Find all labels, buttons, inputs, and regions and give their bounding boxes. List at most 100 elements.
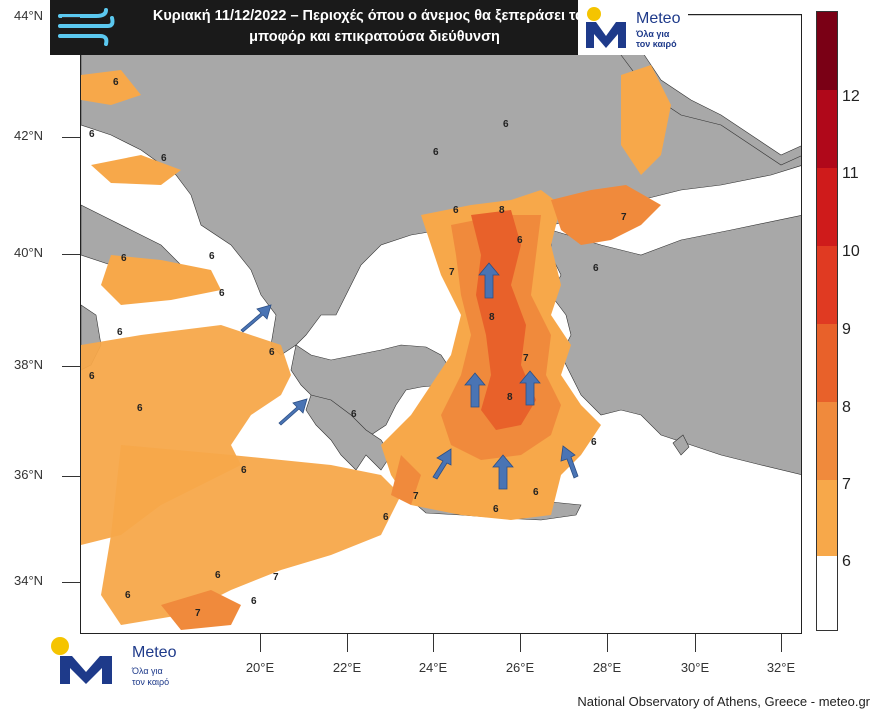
lat-label: 44°N bbox=[14, 8, 44, 23]
lon-label: 22°E bbox=[332, 660, 362, 675]
wind-arrow bbox=[278, 398, 308, 426]
contour-label: 7 bbox=[621, 212, 627, 223]
colorbar-label: 7 bbox=[842, 476, 851, 493]
peloponnese bbox=[305, 394, 392, 471]
contour-label: 7 bbox=[273, 572, 279, 583]
wind-zone-crete-south bbox=[391, 455, 421, 505]
lon-tick bbox=[781, 634, 782, 652]
meteo-logo: Meteo Όλα για τον καιρό bbox=[578, 0, 688, 55]
rhodes bbox=[672, 434, 690, 456]
lon-label: 28°E bbox=[592, 660, 622, 675]
wind-zone-adriatic bbox=[91, 155, 181, 185]
contour-label: 8 bbox=[499, 205, 505, 216]
contour-label: 6 bbox=[161, 153, 167, 164]
contour-label: 6 bbox=[383, 512, 389, 523]
wind-arrows bbox=[240, 262, 579, 490]
colorbar-label: 11 bbox=[842, 165, 859, 182]
contour-label: 6 bbox=[533, 487, 539, 498]
wind-zone-italy bbox=[101, 255, 221, 305]
colorbar-label: 10 bbox=[842, 243, 860, 260]
map-panel: 6 6 6 6 6 6 6 6 6 6 6 6 6 7 7 6 6 6 6 8 … bbox=[80, 14, 802, 634]
wind-arrow bbox=[432, 448, 452, 480]
contour-label: 6 bbox=[219, 288, 225, 299]
colorbar-segment-12plus bbox=[817, 12, 837, 90]
lon-tick bbox=[260, 634, 261, 652]
contour-label: 8 bbox=[507, 392, 513, 403]
lon-label: 30°E bbox=[680, 660, 710, 675]
contour-label: 6 bbox=[453, 205, 459, 216]
lon-label: 24°E bbox=[418, 660, 448, 675]
lat-tick bbox=[62, 254, 80, 255]
meteo-logo-bottom: Meteo Όλα για τον καιρό bbox=[48, 632, 198, 692]
attribution-text: National Observatory of Athens, Greece -… bbox=[577, 694, 870, 709]
colorbar-segment-11-12 bbox=[817, 90, 837, 168]
wind-arrow bbox=[492, 454, 514, 490]
lon-tick bbox=[607, 634, 608, 652]
meteo-logo-name: Meteo bbox=[132, 644, 177, 661]
lon-tick bbox=[433, 634, 434, 652]
meteo-logo-name: Meteo bbox=[636, 10, 681, 27]
lon-tick bbox=[695, 634, 696, 652]
colorbar-segment-6-7 bbox=[817, 480, 837, 556]
contour-label: 6 bbox=[113, 77, 119, 88]
wind-icon bbox=[58, 8, 115, 46]
contour-label: 7 bbox=[449, 267, 455, 278]
wind-zone-north bbox=[81, 70, 141, 105]
lat-label: 40°N bbox=[14, 245, 44, 260]
colorbar-segment-8-9 bbox=[817, 324, 837, 402]
meteo-logo-tagline-1: Όλα για bbox=[132, 666, 163, 676]
contour-label: 6 bbox=[121, 253, 127, 264]
colorbar-label: 6 bbox=[842, 553, 851, 570]
contour-label: 6 bbox=[493, 504, 499, 515]
wind-arrow bbox=[478, 262, 500, 299]
contour-label: 6 bbox=[517, 235, 523, 246]
title-banner: Κυριακή 11/12/2022 – Περιοχές όπου ο άνε… bbox=[50, 0, 688, 55]
contour-label: 6 bbox=[351, 409, 357, 420]
contour-label: 6 bbox=[137, 403, 143, 414]
meteo-logo-tagline-2: τον καιρό bbox=[132, 677, 170, 687]
lat-tick bbox=[62, 366, 80, 367]
colorbar-label: 8 bbox=[842, 399, 851, 416]
colorbar-label: 9 bbox=[842, 321, 851, 338]
lon-tick bbox=[520, 634, 521, 652]
contour-label: 6 bbox=[433, 147, 439, 158]
contour-label: 6 bbox=[251, 596, 257, 607]
lon-label: 26°E bbox=[505, 660, 535, 675]
wind-zone-south-7 bbox=[161, 590, 241, 630]
contour-label: 7 bbox=[413, 491, 419, 502]
contour-label: 6 bbox=[89, 129, 95, 140]
contour-label: 6 bbox=[269, 347, 275, 358]
lat-tick bbox=[62, 582, 80, 583]
lat-tick bbox=[62, 17, 80, 18]
colorbar-segment-below-6 bbox=[817, 556, 837, 630]
lat-label: 34°N bbox=[14, 573, 44, 588]
wind-arrow bbox=[464, 372, 486, 408]
contour-label: 6 bbox=[117, 327, 123, 338]
wind-zone-southwest bbox=[101, 445, 401, 625]
contour-label: 6 bbox=[503, 119, 509, 130]
colorbar-label: 12 bbox=[842, 88, 860, 105]
meteo-logo-tagline-2: τον καιρό bbox=[636, 39, 677, 49]
contour-labels: 6 6 6 6 6 6 6 6 6 6 6 6 6 7 7 6 6 6 6 8 … bbox=[89, 77, 627, 619]
lat-tick bbox=[62, 137, 80, 138]
colorbar bbox=[816, 11, 838, 631]
wind-arrow bbox=[519, 370, 541, 406]
meteo-logo-tagline-1: Όλα για bbox=[636, 29, 670, 39]
contour-label: 6 bbox=[89, 371, 95, 382]
contour-label: 6 bbox=[209, 251, 215, 262]
contour-label: 6 bbox=[215, 570, 221, 581]
meteo-logo-mark bbox=[51, 637, 112, 684]
wind-arrow bbox=[240, 304, 272, 333]
lon-label: 32°E bbox=[766, 660, 796, 675]
meteo-logo-mark bbox=[586, 7, 626, 48]
anatolia bbox=[550, 215, 801, 475]
wind-map: 6 6 6 6 6 6 6 6 6 6 6 6 6 7 7 6 6 6 6 8 … bbox=[81, 15, 801, 633]
lon-tick bbox=[347, 634, 348, 652]
wind-zone-blacksea bbox=[621, 65, 671, 175]
colorbar-segment-10-11 bbox=[817, 168, 837, 246]
lat-label: 38°N bbox=[14, 357, 44, 372]
contour-label: 6 bbox=[591, 437, 597, 448]
lat-label: 42°N bbox=[14, 128, 44, 143]
colorbar-segment-9-10 bbox=[817, 246, 837, 324]
contour-label: 6 bbox=[593, 263, 599, 274]
